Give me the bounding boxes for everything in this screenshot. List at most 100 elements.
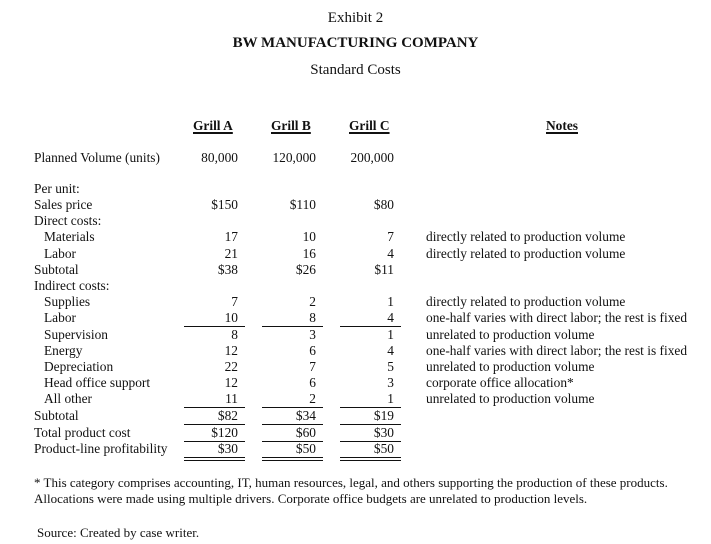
column-header-grill-a: Grill A — [193, 118, 233, 133]
value-grill-b: 7 — [309, 359, 316, 374]
underline-grill-a — [184, 424, 245, 425]
value-grill-c: 1 — [387, 294, 394, 309]
value-grill-b: 16 — [302, 246, 316, 261]
underline-grill-b — [262, 424, 323, 425]
row-label: Head office support — [44, 375, 151, 390]
direct-cost-row-materials: Materials 17 10 7 directly related to pr… — [0, 229, 711, 245]
value-grill-c: 5 — [387, 359, 394, 374]
indirect-cost-row-supervision: Supervision 8 3 1 unrelated to productio… — [0, 327, 711, 343]
indirect-costs-label: Indirect costs: — [34, 278, 110, 293]
total-product-cost-row: Total product cost $120 $60 $30 — [0, 425, 711, 441]
value-grill-a: $38 — [217, 262, 238, 277]
value-grill-b: $26 — [295, 262, 316, 277]
row-label: Supplies — [44, 294, 91, 309]
underline-grill-b — [262, 441, 323, 442]
row-label: Labor — [44, 246, 76, 261]
value-grill-b: 2 — [309, 391, 316, 406]
exhibit-label: Exhibit 2 — [327, 10, 384, 26]
row-note: unrelated to production volume — [426, 327, 595, 342]
indirect-cost-row-supplies: Supplies 7 2 1 directly related to produ… — [0, 294, 711, 310]
underline-grill-a — [184, 441, 245, 442]
value-grill-c: $50 — [373, 441, 394, 456]
value-grill-b: $34 — [295, 408, 316, 423]
column-header-notes: Notes — [546, 118, 578, 133]
value-grill-c: $80 — [373, 197, 394, 212]
underline-grill-c — [340, 407, 401, 408]
value-grill-a: 12 — [224, 343, 238, 358]
footnote-line-2: Allocations were made using multiple dri… — [34, 491, 588, 506]
value-grill-b: 2 — [309, 294, 316, 309]
value-grill-a: $82 — [217, 408, 238, 423]
value-grill-a: 22 — [224, 359, 238, 374]
row-label: Sales price — [34, 197, 93, 212]
planned-volume-row: Planned Volume (units) 80,000 120,000 20… — [0, 150, 711, 166]
row-label: Total product cost — [34, 425, 131, 440]
value-grill-c: 3 — [387, 375, 394, 390]
source-note: Source: Created by case writer. — [37, 525, 200, 540]
direct-subtotal-row: Subtotal $38 $26 $11 — [0, 262, 711, 278]
underline-grill-c — [340, 326, 401, 327]
underline-grill-a — [184, 407, 245, 408]
footnote-line-1: * This category comprises accounting, IT… — [34, 475, 668, 490]
value-grill-a: 10 — [224, 310, 238, 325]
value-grill-b: 8 — [309, 310, 316, 325]
row-note: one-half varies with direct labor; the r… — [426, 310, 688, 325]
row-label: Subtotal — [34, 408, 79, 423]
indirect-cost-row-all-other: All other 11 2 1 unrelated to production… — [0, 391, 711, 407]
value-grill-c: 200,000 — [350, 150, 394, 165]
value-grill-a: 11 — [225, 391, 238, 406]
indirect-cost-row-energy: Energy 12 6 4 one-half varies with direc… — [0, 343, 711, 359]
underline-grill-c — [340, 424, 401, 425]
value-grill-b: $110 — [289, 197, 316, 212]
value-grill-a: 17 — [224, 229, 238, 244]
value-grill-b: 120,000 — [272, 150, 316, 165]
value-grill-c: 1 — [387, 327, 394, 342]
row-note: one-half varies with direct labor; the r… — [426, 343, 688, 358]
value-grill-c: 7 — [387, 229, 394, 244]
row-label: All other — [44, 391, 92, 406]
double-underline-grill-a — [184, 457, 245, 461]
company-name: BW MANUFACTURING COMPANY — [232, 35, 479, 51]
underline-grill-b — [262, 407, 323, 408]
value-grill-b: 10 — [302, 229, 316, 244]
underline-grill-c — [340, 441, 401, 442]
row-label: Subtotal — [34, 262, 79, 277]
row-label: Planned Volume (units) — [34, 150, 160, 165]
value-grill-a: 8 — [231, 327, 238, 342]
row-note: directly related to production volume — [426, 246, 626, 261]
column-header-grill-b: Grill B — [271, 118, 311, 133]
value-grill-c: 1 — [387, 391, 394, 406]
row-note: unrelated to production volume — [426, 359, 595, 374]
value-grill-a: $30 — [217, 441, 238, 456]
value-grill-a: 7 — [231, 294, 238, 309]
sales-price-row: Sales price $150 $110 $80 — [0, 197, 711, 213]
per-unit-label: Per unit: — [34, 181, 80, 196]
value-grill-a: 80,000 — [201, 150, 238, 165]
underline-grill-b — [262, 326, 323, 327]
value-grill-b: $50 — [295, 441, 316, 456]
direct-costs-label: Direct costs: — [34, 213, 102, 228]
value-grill-b: 6 — [309, 343, 316, 358]
row-label: Supervision — [44, 327, 108, 342]
row-label: Materials — [44, 229, 95, 244]
value-grill-b: 3 — [309, 327, 316, 342]
exhibit-subtitle: Standard Costs — [310, 62, 401, 78]
value-grill-b: $60 — [295, 425, 316, 440]
column-header-grill-c: Grill C — [349, 118, 390, 133]
indirect-cost-row-labor: Labor 10 8 4 one-half varies with direct… — [0, 310, 711, 326]
indirect-subtotal-row: Subtotal $82 $34 $19 — [0, 408, 711, 424]
row-label: Depreciation — [44, 359, 114, 374]
row-label: Energy — [44, 343, 83, 358]
indirect-cost-row-depreciation: Depreciation 22 7 5 unrelated to product… — [0, 359, 711, 375]
profitability-row: Product-line profitability $30 $50 $50 — [0, 441, 711, 457]
value-grill-a: $120 — [211, 425, 238, 440]
value-grill-c: $19 — [373, 408, 394, 423]
row-label: Product-line profitability — [34, 441, 168, 456]
direct-cost-row-labor: Labor 21 16 4 directly related to produc… — [0, 246, 711, 262]
indirect-cost-row-head-office: Head office support 12 6 3 corporate off… — [0, 375, 711, 391]
double-underline-grill-b — [262, 457, 323, 461]
value-grill-c: 4 — [387, 343, 394, 358]
value-grill-b: 6 — [309, 375, 316, 390]
value-grill-c: $30 — [373, 425, 394, 440]
double-underline-grill-c — [340, 457, 401, 461]
